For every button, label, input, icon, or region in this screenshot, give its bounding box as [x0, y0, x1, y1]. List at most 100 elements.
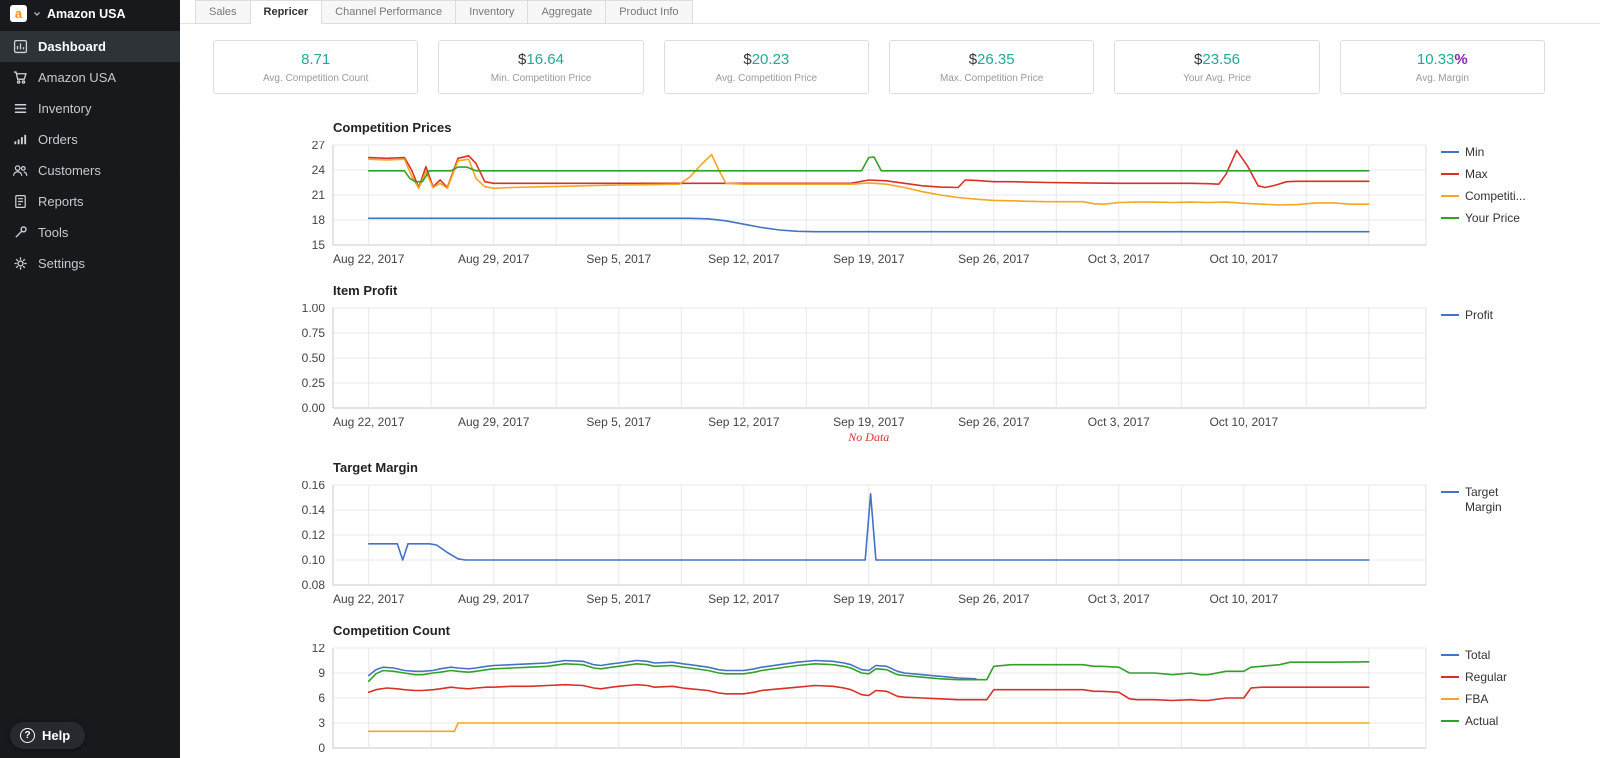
svg-text:Sep 5, 2017: Sep 5, 2017	[586, 252, 651, 266]
legend-item-regular[interactable]: Regular	[1441, 670, 1531, 685]
tab-channel-performance[interactable]: Channel Performance	[322, 0, 457, 24]
settings-icon	[12, 256, 28, 271]
tab-sales[interactable]: Sales	[195, 0, 251, 24]
chevron-right-icon: ›	[179, 132, 180, 147]
legend-swatch	[1441, 698, 1459, 700]
svg-text:6: 6	[318, 691, 325, 705]
chevron-right-icon: ›	[179, 70, 180, 85]
svg-text:Oct 10, 2017: Oct 10, 2017	[1209, 415, 1278, 429]
sidebar-item-label: Reports	[38, 194, 84, 209]
sidebar-item-label: Customers	[38, 163, 101, 178]
legend-item-competiti[interactable]: Competiti...	[1441, 189, 1531, 204]
tab-product-info[interactable]: Product Info	[606, 0, 693, 24]
help-label: Help	[42, 728, 71, 743]
sidebar-item-label: Settings	[38, 256, 85, 271]
sidebar-item-customers[interactable]: Customers ›	[0, 155, 180, 186]
legend-item-max[interactable]: Max	[1441, 167, 1531, 182]
svg-text:0.08: 0.08	[302, 578, 326, 592]
stat-card-min-competition-price: $16.64 Min. Competition Price	[438, 40, 644, 94]
svg-text:Aug 29, 2017: Aug 29, 2017	[458, 252, 530, 266]
legend-item-target-margin[interactable]: Target Margin	[1441, 485, 1531, 515]
tab-aggregate[interactable]: Aggregate	[528, 0, 607, 24]
svg-text:Sep 19, 2017: Sep 19, 2017	[833, 415, 905, 429]
svg-text:0.25: 0.25	[302, 376, 326, 390]
chart-legend: Profit	[1441, 304, 1531, 330]
sidebar-item-label: Orders	[38, 132, 78, 147]
legend-swatch	[1441, 217, 1459, 219]
stat-label: Avg. Margin	[1415, 73, 1469, 84]
cart-icon	[12, 70, 28, 85]
svg-text:0.75: 0.75	[302, 326, 326, 340]
chart-legend: Target Margin	[1441, 481, 1531, 522]
legend-item-min[interactable]: Min	[1441, 145, 1531, 160]
tools-icon	[12, 225, 28, 240]
orders-icon	[12, 132, 28, 147]
stat-label: Avg. Competition Count	[262, 73, 369, 84]
svg-text:Oct 3, 2017: Oct 3, 2017	[1088, 252, 1150, 266]
sidebar-item-label: Inventory	[38, 101, 92, 116]
legend-item-fba[interactable]: FBA	[1441, 692, 1531, 707]
svg-text:12: 12	[312, 644, 326, 655]
sidebar-item-settings[interactable]: Settings ›	[0, 248, 180, 279]
sidebar-item-dashboard[interactable]: Dashboard	[0, 31, 180, 62]
sidebar-item-orders[interactable]: Orders ›	[0, 124, 180, 155]
customers-icon	[12, 163, 28, 178]
svg-text:24: 24	[312, 163, 326, 177]
sidebar-item-amazon-usa[interactable]: Amazon USA ›	[0, 62, 180, 93]
legend-label: Your Price	[1465, 211, 1520, 225]
legend-swatch	[1441, 151, 1459, 153]
sidebar-item-label: Tools	[38, 225, 69, 240]
svg-text:Oct 3, 2017: Oct 3, 2017	[1088, 415, 1150, 429]
chart-legend: Min Max Competiti... Your Price	[1441, 141, 1531, 233]
svg-text:Aug 22, 2017: Aug 22, 2017	[333, 252, 405, 266]
chart-competition-count: Competition Count 0 3 6 9 12 Total Regular FBA Ac…	[288, 623, 1600, 758]
svg-text:1.00: 1.00	[302, 304, 326, 315]
legend-swatch	[1441, 491, 1459, 493]
question-mark-icon: ?	[20, 728, 35, 743]
channel-name: Amazon USA	[47, 6, 126, 21]
inventory-icon	[12, 101, 28, 116]
svg-text:Aug 22, 2017: Aug 22, 2017	[333, 415, 405, 429]
legend-swatch	[1441, 314, 1459, 316]
reports-icon	[12, 194, 28, 209]
legend-item-total[interactable]: Total	[1441, 648, 1531, 663]
svg-text:Oct 10, 2017: Oct 10, 2017	[1209, 592, 1278, 606]
sidebar-item-tools[interactable]: Tools ›	[0, 217, 180, 248]
chart-competition-prices: Competition Prices 15 18 21 24 27 Aug 22, 2017…	[288, 120, 1600, 271]
svg-text:Sep 26, 2017: Sep 26, 2017	[958, 415, 1030, 429]
legend-item-actual[interactable]: Actual	[1441, 714, 1531, 729]
svg-text:No Data: No Data	[847, 430, 889, 444]
help-button[interactable]: ? Help	[10, 722, 86, 749]
tab-bar: Sales Repricer Channel Performance Inventor…	[180, 0, 1600, 24]
tab-repricer[interactable]: Repricer	[250, 0, 323, 24]
svg-text:0.10: 0.10	[302, 553, 326, 567]
svg-text:21: 21	[312, 188, 326, 202]
chart-target-margin: Target Margin 0.08 0.10 0.12 0.14 0.16 Aug 22,…	[288, 460, 1600, 611]
svg-text:3: 3	[318, 716, 325, 730]
legend-label: Regular	[1465, 670, 1508, 684]
sidebar-item-reports[interactable]: Reports ›	[0, 186, 180, 217]
stat-label: Your Avg. Price	[1183, 73, 1251, 84]
svg-text:Sep 12, 2017: Sep 12, 2017	[708, 415, 780, 429]
svg-text:Sep 12, 2017: Sep 12, 2017	[708, 252, 780, 266]
stat-card-your-avg-price: $23.56 Your Avg. Price	[1114, 40, 1320, 94]
tab-inventory[interactable]: Inventory	[456, 0, 529, 24]
chevron-right-icon: ›	[179, 225, 180, 240]
svg-text:Aug 29, 2017: Aug 29, 2017	[458, 592, 530, 606]
svg-text:15: 15	[312, 238, 326, 252]
sidebar-item-label: Dashboard	[38, 39, 106, 54]
svg-text:Sep 5, 2017: Sep 5, 2017	[586, 592, 651, 606]
stat-label: Max. Competition Price	[939, 73, 1044, 84]
legend-item-your-price[interactable]: Your Price	[1441, 211, 1531, 226]
svg-text:Oct 3, 2017: Oct 3, 2017	[1088, 592, 1150, 606]
channel-switcher[interactable]: a Amazon USA	[0, 0, 180, 29]
chevron-down-icon	[33, 10, 41, 18]
legend-label: Target Margin	[1465, 485, 1502, 514]
stat-card-max-competition-price: $26.35 Max. Competition Price	[888, 40, 1095, 94]
svg-text:0: 0	[318, 741, 325, 755]
sidebar-item-label: Amazon USA	[38, 70, 117, 85]
sidebar-item-inventory[interactable]: Inventory ›	[0, 93, 180, 124]
legend-label: Actual	[1465, 714, 1499, 728]
legend-item-profit[interactable]: Profit	[1441, 308, 1531, 323]
